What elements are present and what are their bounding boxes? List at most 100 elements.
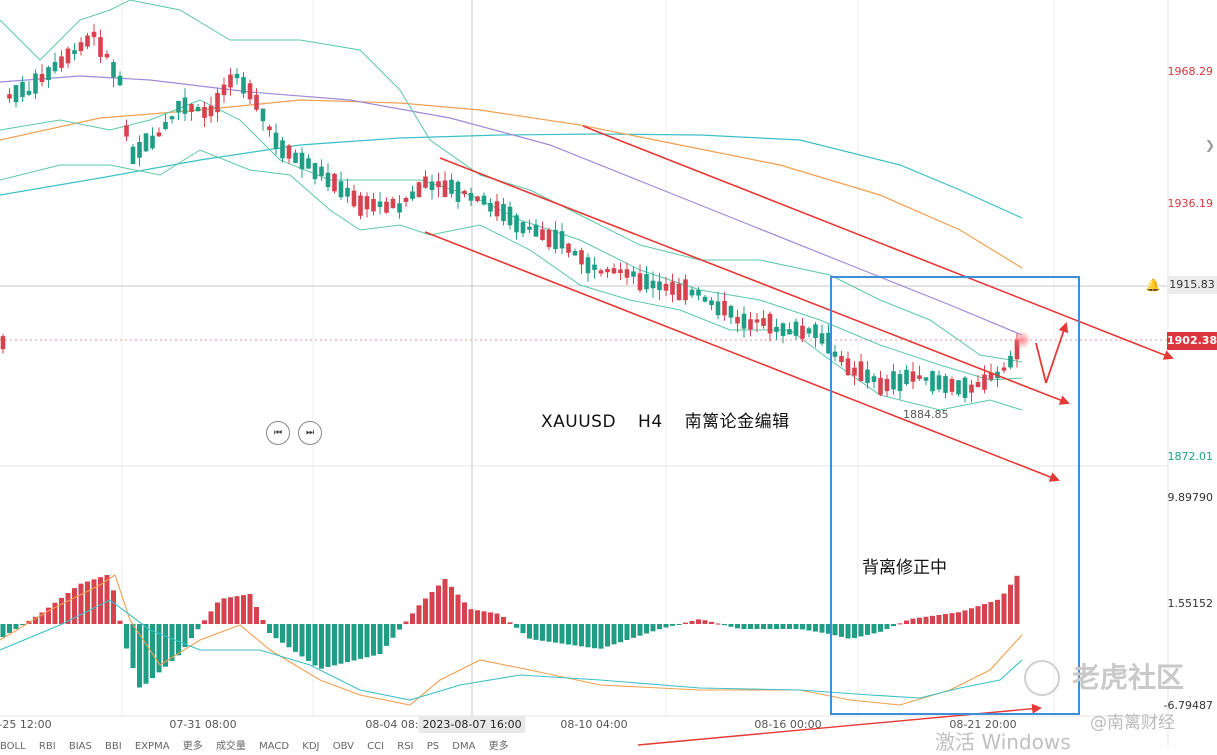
macd-bar [143, 624, 149, 684]
macd-bar [800, 624, 805, 630]
macd-bar [709, 621, 714, 624]
macd-bar [650, 624, 656, 632]
macd-bar [741, 624, 747, 629]
candle-body [988, 372, 994, 380]
candle-body [709, 300, 714, 306]
macd-bar [774, 624, 779, 629]
macd-bar [514, 624, 519, 628]
candle-body [33, 73, 38, 94]
macd-bar [559, 624, 565, 644]
candle-body [741, 313, 747, 329]
candle-body [189, 104, 194, 112]
macd-bar [189, 624, 194, 639]
candle-body [481, 195, 487, 205]
macd-bar [59, 597, 64, 624]
candle-body [832, 351, 838, 357]
candle-body [598, 270, 604, 274]
candle-body [423, 176, 428, 188]
candle-body [930, 371, 935, 392]
skip-forward-icon[interactable]: ⏭ [298, 421, 322, 445]
candle-body [111, 62, 116, 78]
macd-bar [533, 624, 539, 640]
macd-bar [826, 624, 831, 634]
macd-bar [1001, 593, 1007, 624]
macd-bar [0, 624, 6, 638]
macd-bar [735, 624, 740, 629]
candle-body [293, 152, 298, 163]
candle-body [371, 198, 376, 212]
candle-body [839, 356, 844, 363]
candle-body [787, 329, 792, 335]
candle-body [208, 105, 214, 117]
candle-body [819, 333, 825, 344]
macd-bar [644, 624, 649, 634]
macd-bar [507, 622, 513, 624]
macd-bar [969, 608, 974, 624]
min-price-label: 1884.85 [903, 408, 949, 421]
candle-body [78, 42, 84, 52]
candle-body [488, 202, 493, 212]
macd-bar [540, 624, 545, 641]
macd-bar [364, 624, 370, 658]
indicator-tabs: BOLL RBI BIAS BBI EXPMA 更多 成交量 MACD KDJ … [0, 737, 519, 752]
candle-body [618, 269, 623, 274]
macd-bar [585, 624, 591, 648]
candle-body [956, 380, 961, 395]
candle-body [650, 280, 656, 289]
macd-bar [150, 624, 155, 679]
macd-bar [228, 597, 233, 624]
candle-body [761, 318, 766, 326]
macd-bar [865, 624, 870, 635]
candle-body [676, 283, 682, 301]
candle-body [514, 215, 519, 233]
macd-bar [442, 579, 448, 624]
macd-bar [845, 624, 851, 639]
candle-body [923, 377, 929, 381]
macd-bar [520, 624, 526, 634]
skip-back-icon[interactable]: ⏮ [266, 421, 290, 445]
macd-bar [663, 624, 669, 628]
candle-body [533, 224, 539, 237]
macd-bar [137, 624, 142, 688]
bell-icon[interactable]: 🔔 [1145, 278, 1161, 292]
macd-bar [208, 611, 214, 624]
macd-bar [839, 624, 844, 637]
candle-body [702, 296, 708, 302]
candle-body [117, 75, 123, 86]
macd-bar [897, 623, 903, 625]
candle-body [85, 35, 90, 47]
live-price-glow [1013, 331, 1031, 349]
candle-body [605, 269, 610, 273]
candle-body [98, 37, 103, 57]
candle-body [520, 222, 526, 234]
candle-body [546, 229, 552, 248]
macd-bar [748, 624, 753, 629]
macd-bar [780, 624, 786, 629]
macd-bar [72, 588, 77, 624]
candle-body [215, 92, 220, 113]
macd-bar [46, 607, 51, 624]
candle-body [254, 94, 259, 110]
macd-bar [195, 624, 201, 630]
candle-body [540, 229, 545, 241]
candle-body [351, 190, 357, 207]
candle-body [1014, 339, 1020, 360]
macd-bar [410, 613, 415, 624]
annotation-layer [424, 125, 1174, 746]
macd-bar [104, 575, 110, 624]
candle-series [0, 24, 1031, 403]
candle-body [130, 146, 136, 165]
macd-bar [923, 616, 929, 624]
candle-body [267, 126, 272, 131]
timeframe-label: H4 [638, 412, 663, 432]
collapse-arrow-icon[interactable]: ❯ [1205, 138, 1216, 152]
macd-bar [949, 613, 955, 624]
candle-body [728, 305, 734, 318]
macd-bar [403, 621, 409, 624]
macd-bar [202, 620, 207, 624]
candle-body [644, 274, 649, 290]
candle-body [280, 140, 285, 159]
candle-body [904, 369, 909, 385]
macd-bar [611, 624, 617, 645]
macd-bar [728, 624, 734, 627]
